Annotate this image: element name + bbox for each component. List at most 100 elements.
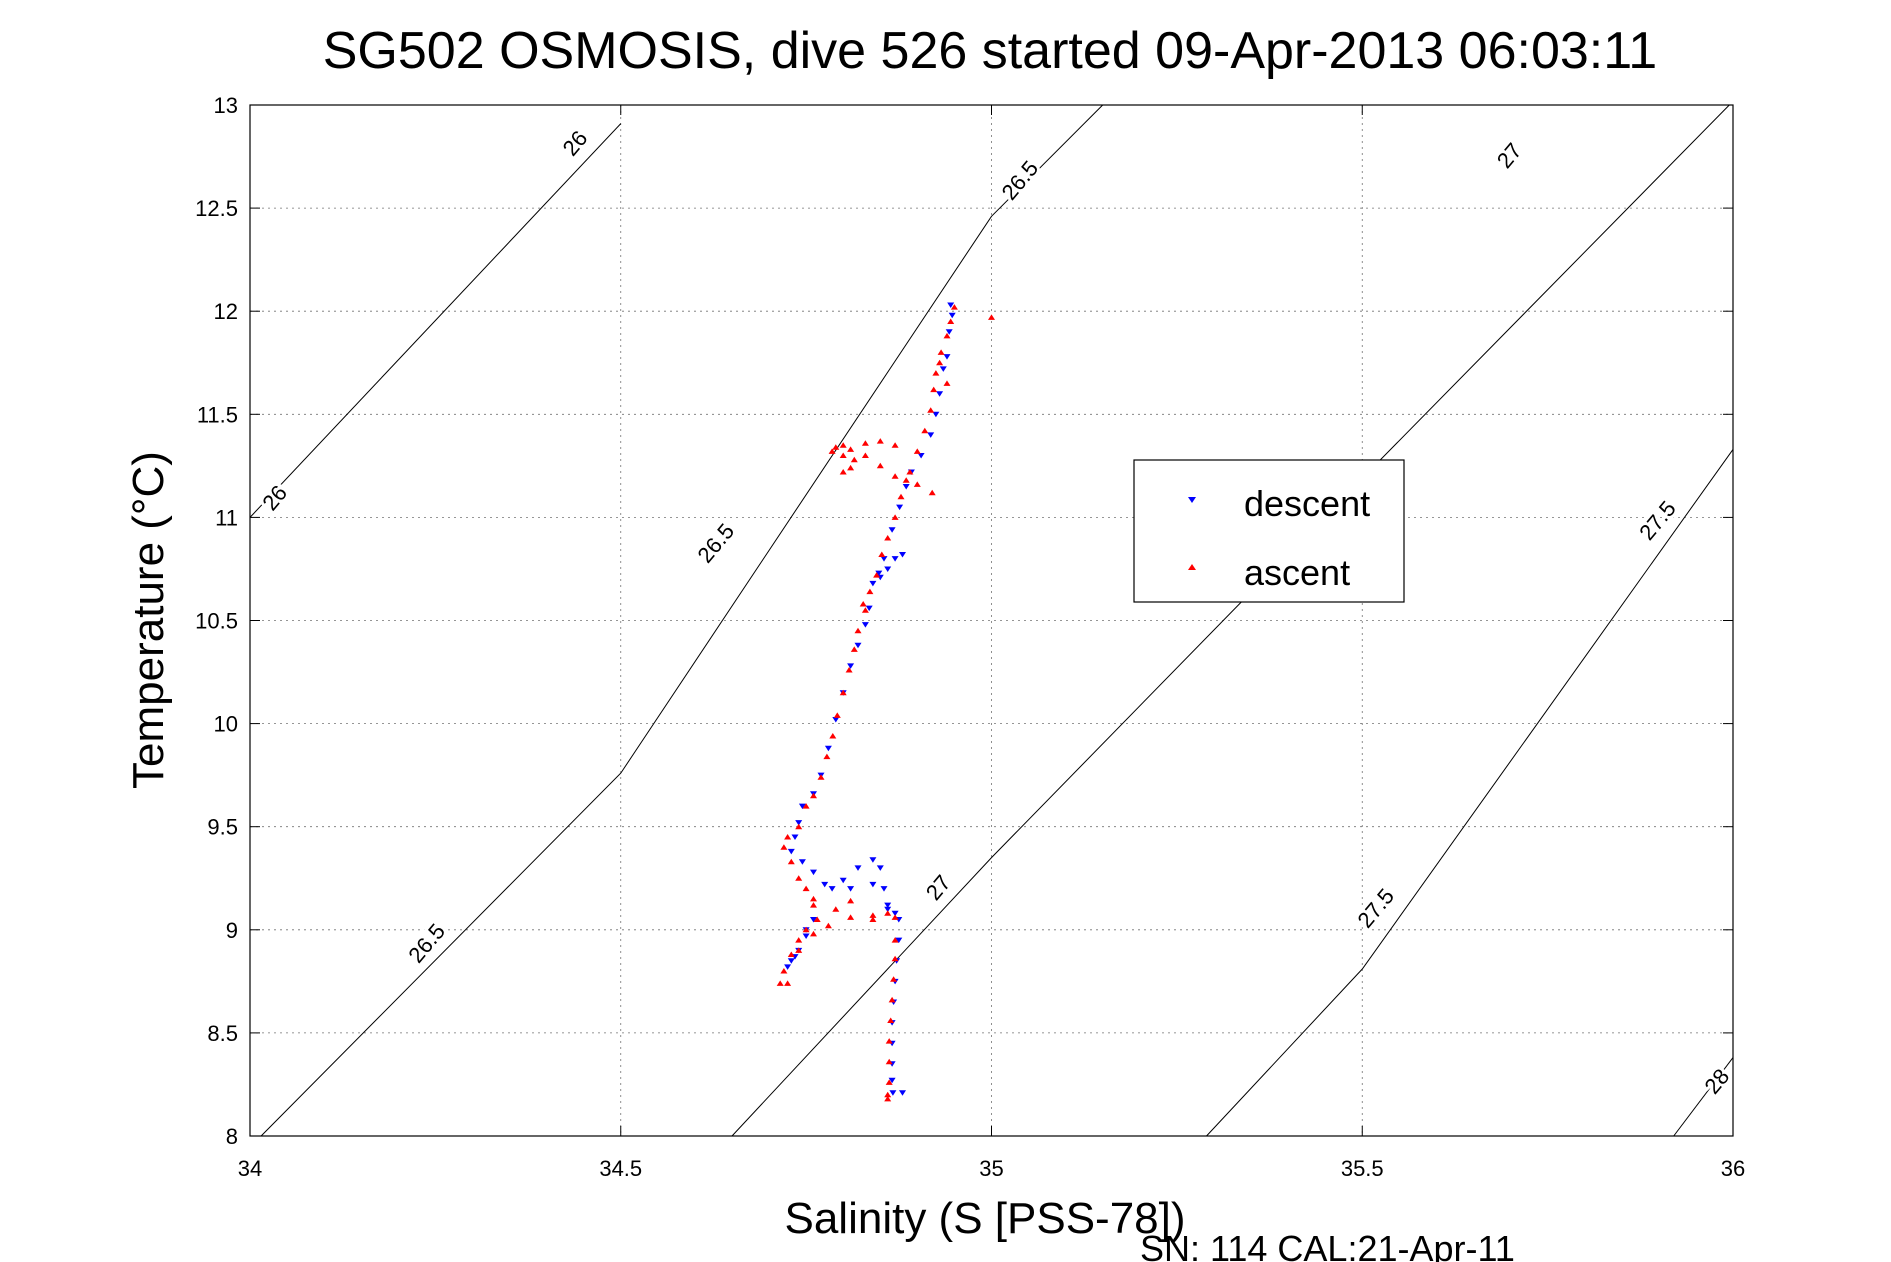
ascent-point (943, 332, 951, 339)
ascent-point (913, 448, 921, 454)
legend-marker-descent (1188, 497, 1196, 503)
descent-point (828, 886, 836, 892)
ascent-point (776, 980, 784, 986)
ascent-point (847, 914, 855, 920)
ascent-point (869, 912, 877, 918)
descent-point (802, 933, 810, 939)
ascent-point (795, 947, 803, 953)
descent-point (869, 857, 877, 863)
descent-point (798, 859, 806, 865)
footer-note: SN: 114 CAL:21-Apr-11 (1140, 1228, 1515, 1262)
ascent-point (869, 916, 877, 922)
descent-point (821, 881, 829, 888)
ascent-point (891, 473, 899, 479)
ascent-point (937, 349, 945, 355)
descent-point (865, 605, 873, 612)
descent-point (787, 848, 795, 855)
ascent-point (847, 897, 855, 904)
ascent-point (850, 646, 858, 652)
ascent-point (859, 601, 867, 607)
descent-point (899, 1090, 906, 1096)
descent-point (902, 484, 910, 490)
ascent-point (930, 386, 938, 393)
ascent-point (861, 607, 869, 613)
ascent-point (936, 359, 944, 366)
chart-title: SG502 OSMOSIS, dive 526 started 09-Apr-2… (323, 22, 1657, 80)
ascent-point (847, 464, 855, 471)
descent-point (869, 881, 877, 888)
x-tick-label: 34.5 (599, 1156, 642, 1181)
isopycnal-line-27 (731, 104, 1730, 1137)
ascent-point (927, 407, 935, 413)
ascent-point (839, 442, 847, 448)
ascent-point (897, 493, 905, 500)
ascent-point (784, 980, 792, 986)
ascent-point (876, 438, 884, 444)
descent-point (880, 886, 888, 892)
grid-lines (250, 105, 1733, 1136)
descent-point (932, 411, 940, 418)
ascent-point (795, 875, 803, 881)
ascent-point (913, 481, 921, 487)
descent-point (847, 886, 855, 892)
descent-point (895, 937, 903, 944)
descent-point (945, 329, 953, 335)
ascent-point (885, 1038, 893, 1044)
descent-point (927, 432, 935, 438)
x-tick-label: 35.5 (1341, 1156, 1384, 1181)
x-tick-label: 35 (979, 1156, 1003, 1181)
descent-point (880, 556, 888, 562)
y-axis-label: Temperature (°C) (124, 451, 173, 789)
descent-point (875, 570, 883, 577)
descent-point (832, 717, 840, 723)
y-tick-label: 10.5 (195, 609, 238, 634)
legend-label-descent: descent (1244, 483, 1370, 524)
ascent-point (810, 895, 817, 902)
isopycnal-line-28 (1673, 1057, 1734, 1137)
descent-point (810, 869, 817, 876)
isopycnal-line-27.5 (1206, 449, 1734, 1137)
descent-point (861, 622, 869, 628)
ascent-point (887, 1017, 895, 1023)
descent-point (854, 642, 862, 649)
isopycnal-line-26 (249, 123, 622, 518)
ascent-point (784, 834, 792, 840)
isopycnal-line-26.5 (260, 104, 1104, 1137)
ascent-point (876, 462, 884, 469)
descent-point (936, 391, 944, 397)
y-tick-label: 8.5 (207, 1021, 238, 1046)
descent-point (948, 312, 956, 319)
ascent-point (943, 380, 951, 386)
ascent-point (890, 976, 898, 982)
descent-point (889, 1090, 897, 1096)
axis-ticks: 34 34.5 35 35.5 36 8 8.5 9 9.5 10 10.5 11 11.5 12 12.5… (195, 93, 1745, 1181)
ascent-point (878, 551, 886, 557)
series-ascent (776, 304, 995, 1102)
descent-point (888, 1077, 896, 1084)
ascent-point (902, 477, 910, 483)
ascent-point (884, 910, 892, 916)
y-tick-label: 11.5 (197, 402, 238, 427)
y-tick-label: 10 (214, 712, 238, 737)
ascent-point (795, 937, 803, 943)
ascent-point (802, 885, 810, 892)
ascent-point (839, 452, 847, 458)
ascent-point (891, 955, 899, 962)
ascent-point (810, 792, 817, 799)
descent-point (884, 906, 892, 913)
x-axis-label: Salinity (S [PSS-78]) (784, 1194, 1185, 1243)
descent-point (798, 803, 806, 810)
descent-point (810, 917, 817, 923)
descent-point (899, 552, 906, 558)
descent-point (888, 527, 896, 533)
ascent-point (884, 1095, 892, 1102)
legend-marker-ascent (1188, 564, 1196, 570)
descent-point (884, 902, 892, 909)
ascent-point (988, 314, 995, 320)
ascent-point (885, 1079, 893, 1085)
data-series (776, 302, 995, 1102)
y-tick-label: 9 (226, 918, 238, 943)
descent-point (824, 745, 832, 752)
ascent-point (802, 803, 810, 809)
ascent-point (795, 823, 803, 830)
